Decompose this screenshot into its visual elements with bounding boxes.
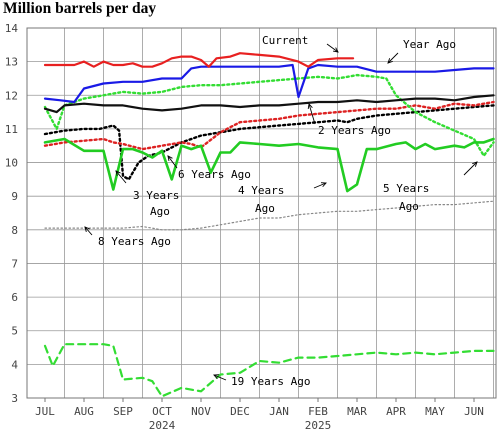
y-tick-label: 5 [11, 325, 18, 338]
series-line-19-years-ago [43, 343, 495, 398]
y-tick-label: 14 [5, 22, 19, 35]
annotation-arrowhead [387, 58, 393, 64]
annotation-arrow [115, 170, 127, 184]
y-tick-label: 6 [11, 291, 18, 304]
annotation-arrow [84, 226, 93, 236]
x-tick-label: AUG [74, 405, 94, 418]
annotation-arrow [308, 103, 316, 125]
annotation-arrow [213, 374, 227, 381]
series-line-3-years-ago [43, 104, 495, 181]
annotation-arrowhead [332, 47, 339, 53]
annotation-arrowhead [472, 161, 478, 167]
x-tick-label: APR [386, 405, 406, 418]
y-tick-label: 8 [11, 224, 18, 237]
annotation-arrow [167, 155, 178, 169]
x-tick-label: MAR [347, 405, 367, 418]
series-line-5-years-ago [43, 73, 495, 157]
x-year-label: 2024 [149, 419, 176, 432]
x-tick-label: OCT [152, 405, 172, 418]
x-tick-label: MAY [425, 405, 445, 418]
annotation-label: 3 Years [133, 189, 179, 202]
y-tick-label: 13 [5, 56, 18, 69]
annotation-arrow [313, 182, 327, 189]
axis-layer: 3 4 5 6 7 8 9 10 11 12 13 14 JUL AUG SEP OCT NOV DEC JAN FE… [5, 22, 497, 432]
annotation-label: Ago [150, 205, 170, 218]
annotation-label: 2 Years Ago [318, 124, 391, 137]
x-year-label: 2025 [305, 419, 332, 432]
annotation-label: 5 Years [383, 182, 429, 195]
plot-frame [26, 27, 497, 399]
y-tick-label: 11 [5, 123, 18, 136]
x-tick-label: JUL [35, 405, 55, 418]
series-line-year-ago [43, 63, 495, 104]
chart-title: Million barrels per day [3, 0, 157, 17]
series-layer [43, 52, 495, 398]
annotation-arrow [326, 43, 339, 53]
annotation-label: 19 Years Ago [231, 375, 310, 388]
annotation-arrowhead [115, 170, 121, 176]
y-tick-label: 9 [11, 190, 18, 203]
x-tick-label: DEC [230, 405, 250, 418]
y-tick-label: 7 [11, 257, 18, 270]
annotation-arrow [463, 161, 478, 176]
series-line-6-years-ago [43, 94, 495, 114]
annotation-label: Ago [255, 202, 275, 215]
series-line-current [43, 52, 355, 68]
annotation-label: 6 Years Ago [178, 168, 251, 181]
annotation-label: Ago [399, 200, 419, 213]
annotation-arrowhead [167, 155, 173, 161]
annotation-label: 8 Years Ago [98, 235, 171, 248]
x-tick-label: FEB [308, 405, 328, 418]
y-tick-label: 10 [5, 157, 18, 170]
x-tick-label: JAN [269, 405, 289, 418]
annotation-layer: Current Year Ago 2 Years Ago 3 Years Ago 4 Ye… [84, 34, 478, 388]
annotation-label: Year Ago [403, 38, 456, 51]
annotation-arrowhead [307, 103, 313, 110]
annotation-label: 4 Years [238, 184, 284, 197]
y-tick-label: 12 [5, 89, 18, 102]
annotation-arrowhead [213, 374, 220, 380]
series-line-8-years-ago [44, 200, 495, 231]
annotation-arrowhead [84, 226, 90, 232]
x-tick-label: SEP [113, 405, 133, 418]
y-tick-label: 3 [11, 392, 18, 405]
x-tick-label: JUN [464, 405, 484, 418]
annotation-arrowhead [320, 182, 327, 188]
annotation-arrow [387, 52, 399, 64]
y-tick-label: 4 [11, 358, 18, 371]
x-tick-label: NOV [191, 405, 211, 418]
series-line-4-years-ago [43, 137, 495, 193]
annotation-label: Current [262, 34, 308, 47]
series-line-2-years-ago [43, 100, 495, 151]
